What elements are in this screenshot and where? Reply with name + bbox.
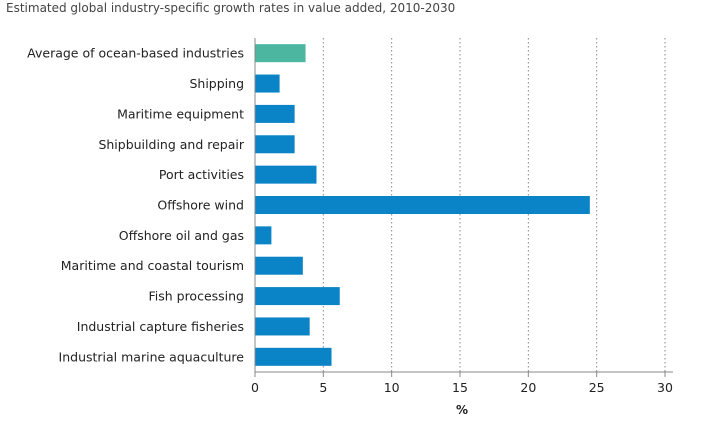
x-tick-label: 20: [520, 380, 536, 395]
x-tick-label: 5: [319, 380, 327, 395]
category-label: Industrial capture fisheries: [77, 319, 244, 334]
category-labels: Average of ocean-based industries Shippin…: [27, 46, 245, 365]
x-tick-label: 10: [384, 380, 400, 395]
category-label: Maritime and coastal tourism: [61, 258, 244, 273]
bar-offshore-wind: [255, 196, 590, 214]
category-label: Shipping: [189, 76, 244, 91]
category-label: Offshore wind: [157, 198, 244, 213]
category-label: Average of ocean-based industries: [27, 46, 244, 61]
category-label: Shipbuilding and repair: [98, 137, 244, 152]
bars: [255, 44, 590, 366]
chart-title: Estimated global industry-specific growt…: [6, 1, 456, 15]
x-tick-label: 0: [251, 380, 259, 395]
bar-industrial-capture-fisheries: [255, 317, 310, 336]
category-label: Port activities: [159, 167, 244, 182]
bar-offshore-oil-and-gas: [255, 226, 272, 245]
category-label: Fish processing: [148, 289, 244, 304]
x-axis-title: %: [456, 403, 468, 417]
x-tick-label: 25: [589, 380, 605, 395]
category-label: Maritime equipment: [117, 106, 244, 121]
bar-industrial-marine-aquaculture: [255, 347, 332, 366]
bar-fish-processing: [255, 287, 340, 306]
bar-average-of-ocean-based-industries: [255, 44, 306, 63]
bar-shipbuilding-and-repair: [255, 135, 295, 154]
category-label: Industrial marine aquaculture: [59, 349, 245, 364]
x-tick-label: 30: [657, 380, 673, 395]
x-tick-label: 15: [452, 380, 468, 395]
bar-maritime-equipment: [255, 104, 295, 123]
bar-port-activities: [255, 165, 317, 184]
bar-maritime-and-coastal-tourism: [255, 256, 303, 275]
category-label: Offshore oil and gas: [119, 228, 244, 243]
bar-shipping: [255, 74, 280, 93]
x-axis: 0 5 10 15 20 25 30: [251, 38, 673, 395]
